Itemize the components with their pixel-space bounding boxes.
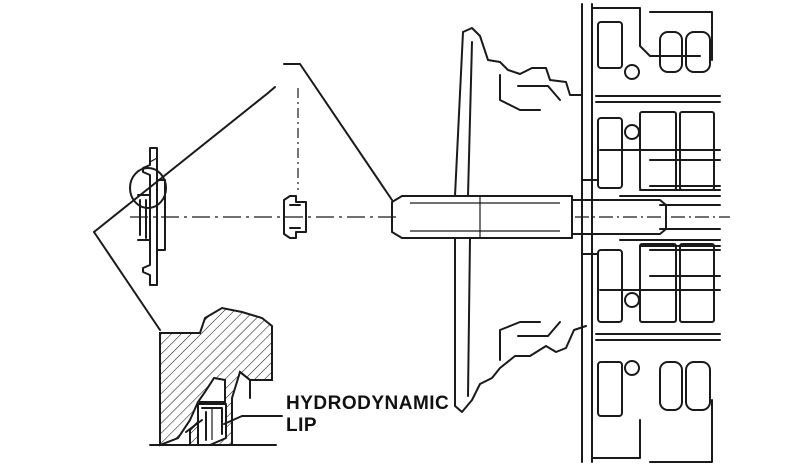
projection-lines xyxy=(93,63,393,331)
output-shaft xyxy=(391,195,730,239)
callout-label-line2: LIP xyxy=(286,415,318,436)
callout-label-line1: HYDRODYNAMIC xyxy=(286,393,450,414)
transmission-housing xyxy=(454,27,587,413)
callout-leader xyxy=(223,415,283,425)
small-retainer xyxy=(283,88,307,239)
gearbox-internals xyxy=(581,3,721,463)
detail-cross-section xyxy=(149,306,277,447)
